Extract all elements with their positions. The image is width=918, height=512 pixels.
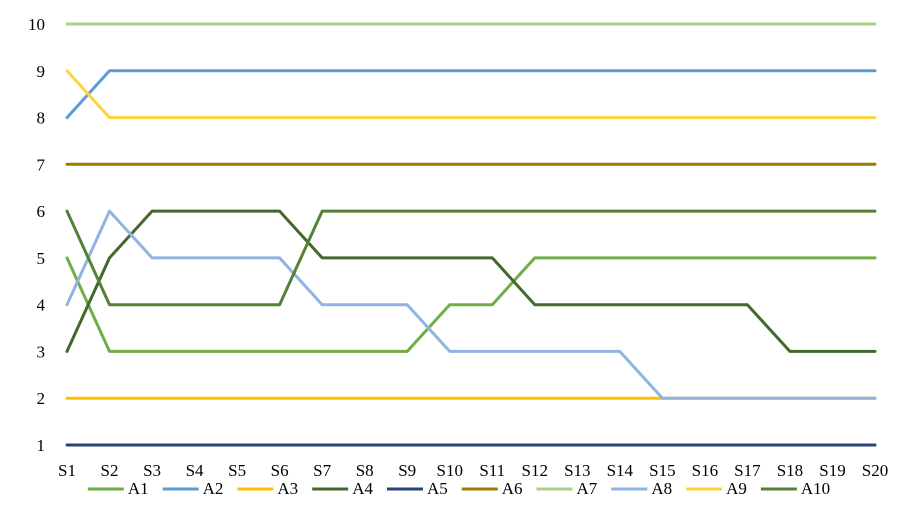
legend-item-a8: A8 <box>611 479 672 498</box>
y-tick-label: 4 <box>37 296 46 315</box>
legend-item-a7: A7 <box>536 479 598 498</box>
x-tick-label: S10 <box>437 461 463 480</box>
legend-label: A9 <box>726 479 747 498</box>
legend-item-a3: A3 <box>237 479 298 498</box>
x-tick-label: S2 <box>101 461 119 480</box>
x-tick-label: S15 <box>649 461 675 480</box>
series-lines <box>65 22 877 447</box>
legend-item-a1: A1 <box>87 479 149 498</box>
x-tick-label: S1 <box>58 461 76 480</box>
legend-label: A8 <box>651 479 672 498</box>
series-line-a9 <box>65 69 877 120</box>
legend-label: A1 <box>128 479 149 498</box>
legend: A1 A2 A3 A4 A5 A6 A7 A8 A9 A10 <box>87 479 830 498</box>
x-tick-label: S7 <box>313 461 331 480</box>
legend-item-a6: A6 <box>461 479 523 498</box>
x-tick-label: S16 <box>692 461 718 480</box>
legend-label: A10 <box>801 479 830 498</box>
x-tick-label: S14 <box>607 461 634 480</box>
x-tick-label: S17 <box>734 461 761 480</box>
legend-label: A5 <box>427 479 448 498</box>
x-tick-label: S13 <box>564 461 590 480</box>
series-line-a4 <box>65 209 877 353</box>
x-tick-label: S5 <box>228 461 246 480</box>
series-line-a2 <box>65 69 877 120</box>
y-tick-label: 9 <box>37 62 46 81</box>
y-tick-label: 10 <box>28 15 45 34</box>
legend-item-a4: A4 <box>312 479 373 498</box>
legend-label: A7 <box>577 479 598 498</box>
series-line-a10 <box>65 209 877 307</box>
x-tick-label: S8 <box>356 461 374 480</box>
y-tick-label: 8 <box>37 109 46 128</box>
y-axis-tick-labels: 1 2 3 4 5 6 7 8 9 10 <box>28 15 46 455</box>
legend-item-a10: A10 <box>760 479 830 498</box>
legend-item-a2: A2 <box>162 479 224 498</box>
y-tick-label: 2 <box>37 389 46 408</box>
x-tick-label: S4 <box>186 461 204 480</box>
x-tick-label: S19 <box>819 461 845 480</box>
legend-label: A3 <box>277 479 298 498</box>
y-tick-label: 7 <box>37 155 46 174</box>
series-line-a1 <box>65 256 877 353</box>
legend-label: A2 <box>203 479 224 498</box>
x-tick-label: S6 <box>271 461 289 480</box>
legend-item-a5: A5 <box>386 479 448 498</box>
legend-item-a9: A9 <box>686 479 747 498</box>
x-tick-label: S3 <box>143 461 161 480</box>
y-tick-label: 3 <box>37 342 46 361</box>
x-tick-label: S12 <box>522 461 548 480</box>
x-tick-label: S9 <box>398 461 416 480</box>
y-tick-label: 5 <box>37 249 46 268</box>
series-line-a8 <box>65 209 877 400</box>
y-tick-label: 6 <box>37 202 46 221</box>
x-axis-tick-labels: S1 S2 S3 S4 S5 S6 S7 S8 S9 S10 S11 S12 S13 S14 S15 S16 S… <box>58 461 888 480</box>
x-tick-label: S20 <box>862 461 888 480</box>
x-tick-label: S11 <box>479 461 505 480</box>
legend-label: A6 <box>502 479 523 498</box>
legend-label: A4 <box>352 479 373 498</box>
y-tick-label: 1 <box>37 436 46 455</box>
x-tick-label: S18 <box>777 461 803 480</box>
